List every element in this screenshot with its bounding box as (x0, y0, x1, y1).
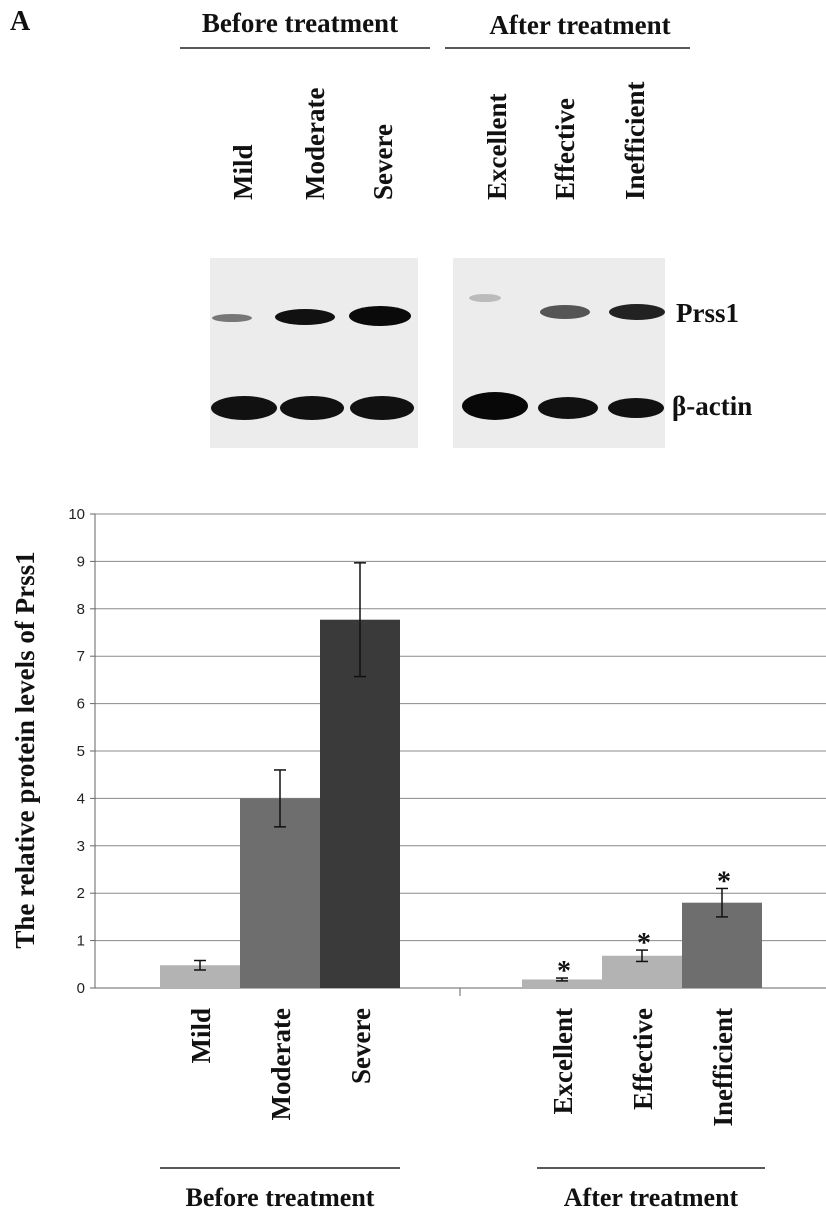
lane-label: Moderate (300, 88, 330, 200)
y-tick-label: 4 (77, 790, 85, 807)
y-tick-label: 2 (77, 885, 85, 902)
band (275, 309, 335, 325)
blot (210, 258, 665, 448)
lane-label: Effective (550, 98, 580, 200)
x-tick-label: Severe (346, 1008, 376, 1084)
y-tick-label: 10 (68, 506, 85, 523)
band (462, 392, 528, 420)
lane-label: Severe (368, 124, 398, 200)
lane-label: Mild (228, 144, 258, 200)
band (538, 397, 598, 419)
significance-marker: * (717, 866, 731, 897)
y-tick-label: 0 (77, 980, 85, 997)
y-tick-label: 1 (77, 933, 85, 950)
x-tick-label: Inefficient (708, 1008, 738, 1126)
blot-image (453, 258, 665, 448)
band-label: Prss1 (676, 298, 739, 328)
y-tick-label: 8 (77, 601, 85, 618)
x-tick-label: Mild (186, 1008, 216, 1064)
x-tick-label: Moderate (266, 1008, 296, 1120)
blot-group-title: Before treatment (202, 8, 398, 38)
band (349, 306, 411, 326)
lane-label: Excellent (482, 94, 512, 200)
y-tick-label: 5 (77, 743, 85, 760)
band (609, 304, 665, 320)
x-tick-label: Effective (628, 1008, 658, 1110)
band-label: β-actin (672, 391, 752, 421)
band (212, 314, 252, 322)
x-group-label: After treatment (564, 1183, 739, 1212)
bar (160, 965, 240, 988)
lane-label: Inefficient (620, 82, 650, 200)
y-tick-label: 7 (77, 648, 85, 665)
band (608, 398, 664, 418)
significance-marker: * (557, 956, 571, 987)
band (350, 396, 414, 420)
y-tick-label: 3 (77, 838, 85, 855)
y-tick-label: 9 (77, 553, 85, 570)
band (211, 396, 277, 420)
band (280, 396, 344, 420)
panel-label: A (10, 6, 31, 37)
significance-marker: * (637, 928, 651, 959)
band (540, 305, 590, 319)
bar (522, 979, 602, 988)
x-group-label: Before treatment (186, 1183, 375, 1212)
bar (320, 619, 400, 988)
y-tick-label: 6 (77, 696, 85, 713)
x-tick-label: Excellent (548, 1008, 578, 1114)
band (469, 294, 501, 302)
y-axis-label: The relative protein levels of Prss1 (10, 551, 40, 948)
blot-group-title: After treatment (489, 10, 670, 40)
bar (240, 798, 320, 988)
